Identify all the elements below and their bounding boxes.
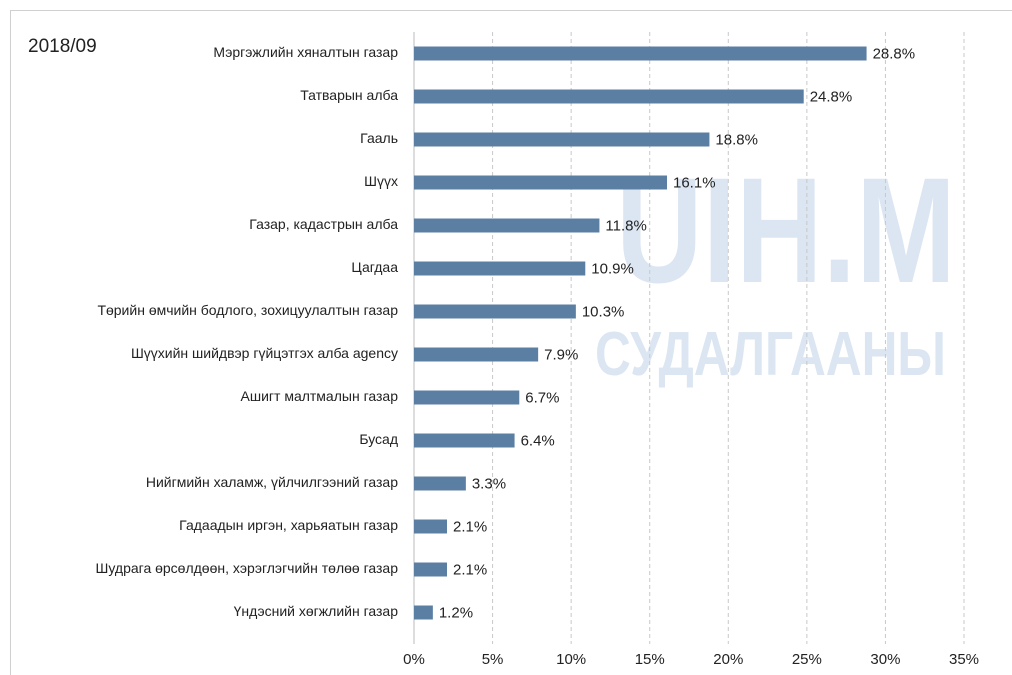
bar (414, 347, 539, 362)
data-label: 3.3% (472, 475, 506, 492)
y-tick-label: Бусад (359, 431, 398, 447)
x-tick-label: 15% (635, 651, 665, 668)
y-tick-label: Төрийн өмчийн бодлого, зохицуулалтын газ… (97, 302, 398, 318)
data-label: 6.4% (521, 432, 555, 449)
x-tick-label: 5% (482, 651, 504, 668)
bar (414, 605, 433, 620)
x-tick-label: 0% (403, 651, 425, 668)
y-tick-label: Гадаадын иргэн, харьяатын газар (179, 517, 398, 533)
data-label: 6.7% (525, 389, 559, 406)
data-label: 1.2% (439, 604, 473, 621)
data-label: 18.8% (715, 131, 758, 148)
bar (414, 89, 804, 104)
bar (414, 304, 576, 319)
bar (414, 175, 667, 190)
x-tick-label: 35% (949, 651, 979, 668)
x-tick-label: 10% (556, 651, 586, 668)
data-label: 16.1% (673, 174, 716, 191)
chart-frame (10, 10, 1012, 675)
watermark: UIH.M (616, 146, 956, 314)
y-tick-label: Татварын алба (300, 87, 398, 103)
bar (414, 132, 710, 147)
data-label: 7.9% (544, 346, 578, 363)
y-tick-label: Шудрага өрсөлдөөн, хэрэглэгчийн төлөө га… (96, 560, 399, 576)
y-tick-label: Шүүх (364, 173, 398, 189)
data-label: 28.8% (873, 45, 916, 62)
chart-title: 2018/09 (28, 36, 97, 57)
bar (414, 46, 867, 61)
data-label: 2.1% (453, 561, 487, 578)
x-tick-label: 25% (792, 651, 822, 668)
watermark: СУДАЛГААНЫ (595, 319, 946, 389)
bar (414, 519, 447, 534)
y-tick-label: Мэргэжлийн хяналтын газар (213, 44, 398, 60)
y-tick-label: Шүүхийн шийдвэр гүйцэтгэх алба agency (131, 345, 398, 361)
bar (414, 218, 600, 233)
bar (414, 261, 586, 276)
y-tick-label: Гааль (360, 130, 398, 146)
bar (414, 433, 515, 448)
data-label: 2.1% (453, 518, 487, 535)
bar (414, 476, 466, 491)
x-tick-label: 30% (870, 651, 900, 668)
data-label: 10.9% (591, 260, 634, 277)
data-label: 24.8% (810, 88, 853, 105)
x-tick-label: 20% (713, 651, 743, 668)
y-tick-label: Үндэсний хөгжлийн газар (234, 603, 399, 619)
bar (414, 562, 447, 577)
y-tick-label: Нийгмийн халамж, үйлчилгээний газар (146, 474, 398, 490)
data-label: 10.3% (582, 303, 625, 320)
y-tick-label: Ашигт малтмалын газар (241, 388, 399, 404)
y-tick-label: Газар, кадастрын алба (249, 216, 398, 232)
bar (414, 390, 520, 405)
data-label: 11.8% (605, 217, 646, 234)
y-tick-label: Цагдаа (351, 259, 398, 275)
